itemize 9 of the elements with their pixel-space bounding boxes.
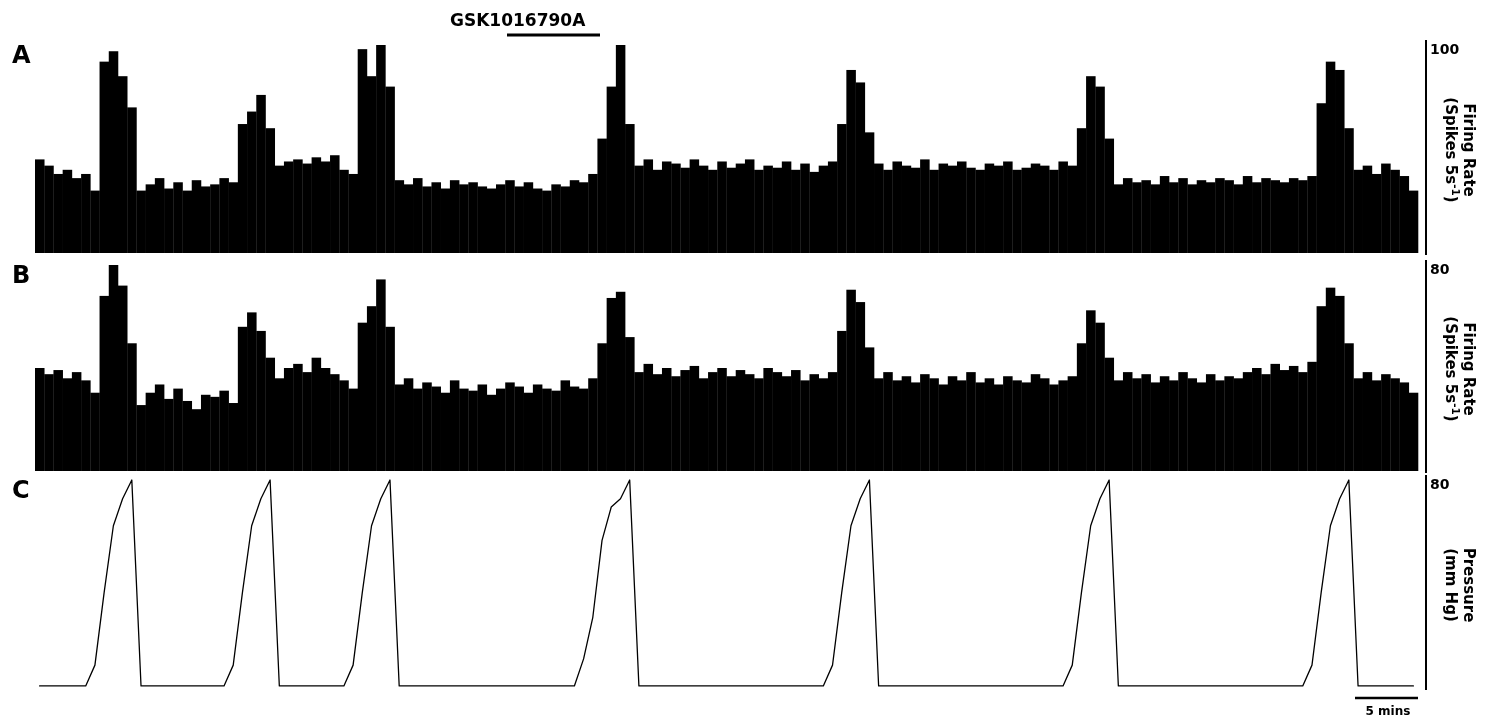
text: 80 <box>1430 261 1450 277</box>
chart-title: A <box>12 41 31 69</box>
chart-title: B <box>12 261 31 289</box>
chart-title: C <box>12 476 30 504</box>
text: 100 <box>1430 41 1460 57</box>
text: 5 mins <box>1365 704 1411 718</box>
text: 80 <box>1430 476 1450 492</box>
y-axis-title: Pressure (mm Hg) <box>1442 547 1478 623</box>
text: GSK1016790A <box>450 10 587 30</box>
